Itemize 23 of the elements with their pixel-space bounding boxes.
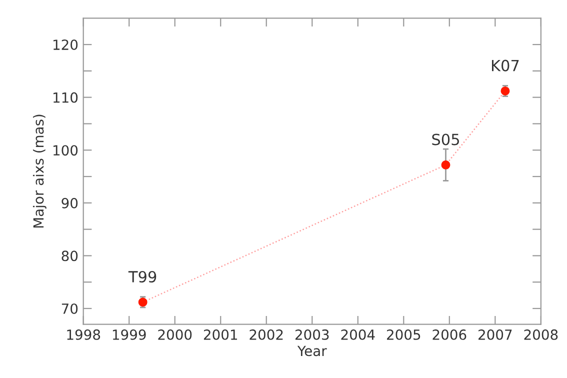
x-tick-label: 2002 — [250, 329, 283, 340]
x-tick-label: 2006 — [432, 329, 466, 340]
y-tick-label: 80 — [62, 250, 78, 262]
x-tick-label: 2000 — [158, 329, 192, 340]
x-tick-label: 2003 — [295, 329, 329, 340]
annotation: K07 — [492, 60, 519, 72]
y-axis-title: Major aixs (mas) — [32, 114, 46, 228]
annotation: T99 — [128, 270, 156, 283]
annotation: S05 — [432, 134, 459, 146]
point — [441, 160, 450, 170]
y-tick-label: 100 — [54, 145, 78, 156]
x-tick-label: 1999 — [112, 329, 146, 340]
x-tick-label: 2008 — [524, 329, 558, 340]
x-axis-title: Year — [297, 346, 327, 356]
x-tick-label: 2007 — [478, 329, 512, 340]
y-tick-label: 90 — [62, 198, 78, 208]
x-tick-label: 1998 — [67, 329, 100, 340]
x-tick-label: 2001 — [204, 329, 238, 340]
y-tick-label: 120 — [54, 40, 78, 50]
y-tick-label: 110 — [54, 92, 78, 103]
y-tick-label: 70 — [62, 303, 78, 314]
x-tick-label: 2005 — [386, 329, 420, 340]
x-tick-label: 2004 — [341, 329, 375, 340]
